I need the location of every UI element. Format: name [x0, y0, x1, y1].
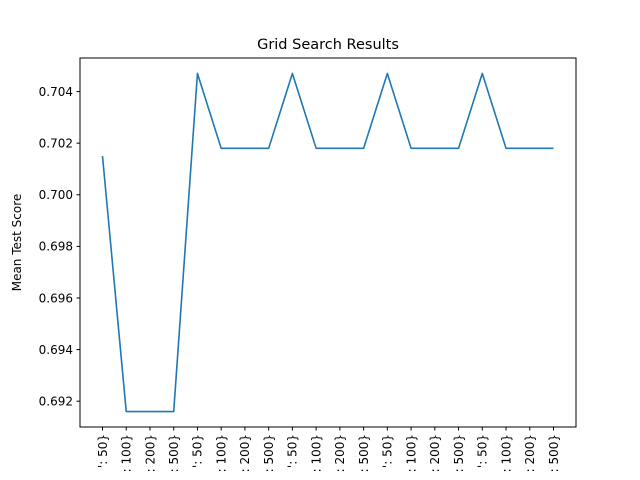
y-axis-ticks: 0.692 0.694 0.696 0.698 0.700 0.702 0.704	[39, 85, 80, 408]
x-tick-label: : 200}	[333, 434, 347, 472]
y-tick-label: 0.696	[39, 291, 73, 305]
x-tick-label: : 500}	[262, 434, 276, 472]
x-tick-label: ': 50}	[381, 434, 395, 468]
x-tick-label: : 200}	[238, 434, 252, 472]
x-axis-ticks: ': 50} : 100} : 200} : 500} ': 50} : 100} : 20…	[96, 427, 561, 472]
x-tick-label: : 100}	[404, 434, 418, 472]
series-group	[101, 72, 554, 413]
x-tick-label: : 100}	[499, 434, 513, 472]
y-tick-label: 0.704	[39, 85, 73, 99]
x-tick-label: : 500}	[547, 434, 561, 472]
x-tick-label: : 100}	[120, 434, 134, 472]
y-tick-label: 0.694	[39, 343, 73, 357]
x-tick-label: : 200}	[143, 434, 157, 472]
x-tick-label: : 500}	[357, 434, 371, 472]
y-axis-label: Mean Test Score	[10, 194, 24, 292]
y-tick-label: 0.700	[39, 188, 73, 202]
x-tick-label: : 200}	[428, 434, 442, 472]
x-tick-label: : 500}	[167, 434, 181, 472]
x-tick-label: ': 50}	[191, 434, 205, 468]
series-line-0	[101, 72, 554, 413]
x-tick-label: : 500}	[452, 434, 466, 472]
x-tick-label: ': 50}	[96, 434, 110, 468]
x-tick-label: : 100}	[309, 434, 323, 472]
x-tick-label: ': 50}	[286, 434, 300, 468]
y-tick-label: 0.702	[39, 136, 73, 150]
x-tick-label: : 200}	[523, 434, 537, 472]
axes-frame	[79, 57, 577, 428]
x-tick-label: : 100}	[214, 434, 228, 472]
y-tick-label: 0.698	[39, 240, 73, 254]
chart-title: Grid Search Results	[257, 37, 399, 53]
x-tick-label: ': 50}	[476, 434, 490, 468]
y-tick-label: 0.692	[39, 394, 73, 408]
